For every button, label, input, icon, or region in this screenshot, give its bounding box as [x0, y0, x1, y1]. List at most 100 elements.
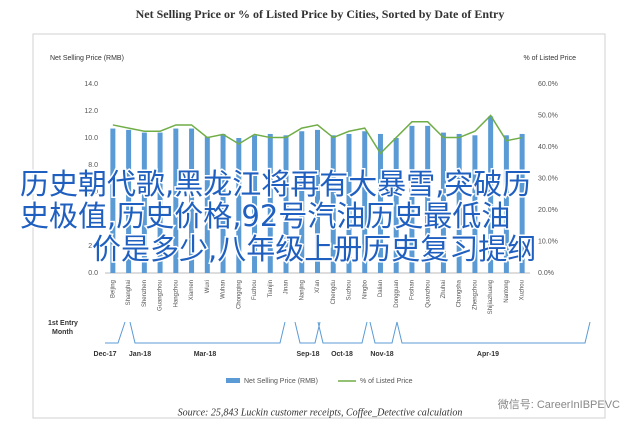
- legend-label: Net Selling Price (RMB): [244, 378, 318, 385]
- y2-tick-label: 20.0%: [538, 207, 558, 214]
- timeline-month: Sep-18: [297, 351, 320, 358]
- y-tick-label: 6.0: [88, 189, 98, 196]
- x-tick-label: Jinan: [284, 280, 290, 294]
- bar: [346, 133, 352, 273]
- x-tick-label: Ningbo: [362, 279, 368, 299]
- x-tick-label: Shenzhen: [142, 280, 148, 307]
- x-tick-label: Tianjin: [268, 280, 274, 297]
- bar: [204, 136, 210, 273]
- bracket: [317, 321, 368, 344]
- y2-tick-label: 50.0%: [538, 112, 558, 119]
- x-tick-label: Xuzhou: [520, 280, 526, 300]
- x-tick-label: Chongqing: [236, 280, 242, 309]
- x-tick-label: Zhengzhou: [472, 280, 478, 310]
- x-tick-label: Fuzhou: [252, 280, 258, 300]
- bar: [267, 133, 273, 273]
- y-axis-label: Net Selling Price (RMB): [50, 55, 124, 62]
- timeline-month: Oct-18: [331, 351, 353, 358]
- bar: [220, 133, 226, 273]
- bracket: [294, 321, 321, 344]
- legend-swatch: [226, 378, 240, 383]
- bracket: [396, 321, 591, 344]
- y-tick-label: 0.0: [88, 270, 98, 277]
- bar: [126, 129, 132, 273]
- y-tick-label: 2.0: [88, 243, 98, 250]
- bar: [409, 125, 415, 273]
- y-tick-label: 10.0: [84, 135, 98, 142]
- x-tick-label: Shijiazhuang: [488, 280, 494, 314]
- source-note: Source: 25,843 Luckin customer receipts,…: [178, 407, 463, 418]
- bar: [157, 132, 163, 273]
- bracket: [105, 321, 126, 344]
- bar: [141, 132, 147, 273]
- bar: [283, 135, 289, 273]
- timeline-month: Mar-18: [194, 351, 217, 358]
- timeline-title: 1st Entry: [48, 320, 78, 327]
- overlay-line: 价是多少,八年级上册历史复习提纲: [92, 232, 536, 266]
- y-tick-label: 12.0: [84, 108, 98, 115]
- x-tick-label: Guangzhou: [158, 280, 164, 311]
- y2-tick-label: 0.0%: [538, 270, 554, 277]
- x-tick-label: Wuhan: [221, 280, 227, 299]
- y2-tick-label: 30.0%: [538, 175, 558, 182]
- y2-tick-label: 60.0%: [538, 81, 558, 88]
- bar: [472, 135, 478, 273]
- x-tick-label: Changsha: [457, 279, 463, 307]
- x-tick-label: Chengdu: [331, 280, 337, 304]
- bar: [425, 125, 431, 273]
- y-tick-label: 8.0: [88, 162, 98, 169]
- x-tick-label: Xi'an: [315, 280, 321, 293]
- bar: [330, 135, 336, 273]
- x-tick-label: Foshan: [410, 280, 416, 300]
- chart-title: Net Selling Price or % of Listed Price b…: [136, 7, 505, 21]
- x-tick-label: Xiamen: [189, 280, 195, 300]
- x-tick-label: Zhuhai: [441, 280, 447, 298]
- x-tick-label: Dalian: [378, 280, 384, 297]
- bracket: [129, 321, 286, 344]
- bar: [519, 133, 525, 273]
- overlay-line: 史极值,历史价格,92号汽油历史最低油: [20, 199, 510, 233]
- bar: [456, 133, 462, 273]
- bar: [362, 131, 368, 273]
- bar: [393, 138, 399, 273]
- y-tick-label: 4.0: [88, 216, 98, 223]
- bar: [440, 132, 446, 273]
- y-tick-label: 14.0: [84, 81, 98, 88]
- overlay-text: 历史朝代歌,黑龙江将再有大暴雪,突破历 史极值,历史价格,92号汽油历史最低油 …: [19, 166, 538, 268]
- bar: [173, 128, 179, 273]
- timeline-month: Jan-18: [129, 351, 151, 358]
- timeline-month: Dec-17: [94, 351, 117, 358]
- timeline-brackets: [105, 321, 591, 344]
- x-tick-label: Nantong: [504, 280, 510, 303]
- bar: [189, 128, 195, 273]
- line: [112, 114, 523, 155]
- bar: [315, 129, 320, 273]
- bar: [503, 135, 509, 273]
- bracket: [369, 321, 398, 344]
- bar: [299, 131, 305, 273]
- y2-axis-label: % of Listed Price: [523, 55, 576, 62]
- y2-tick-label: 40.0%: [538, 144, 558, 151]
- x-tick-label: Shanghai: [126, 280, 132, 305]
- x-tick-label: Dongguan: [394, 280, 400, 308]
- x-tick-label: Nanjing: [299, 280, 305, 300]
- bar: [488, 116, 494, 274]
- watermark: 微信号: CareerInIBPEVC: [498, 397, 620, 411]
- timeline-month: Apr-19: [477, 351, 499, 358]
- timeline-title: Month: [52, 329, 73, 336]
- x-tick-label: Quanzhou: [425, 280, 431, 308]
- bar: [377, 133, 383, 273]
- timeline-month: Nov-18: [370, 351, 393, 358]
- x-tick-label: Beijing: [110, 280, 116, 298]
- legend-label: % of Listed Price: [360, 378, 413, 385]
- bar: [252, 135, 258, 273]
- x-tick-label: Hangzhou: [173, 280, 179, 307]
- y2-tick-label: 10.0%: [538, 238, 558, 245]
- bar: [110, 128, 116, 273]
- x-tick-label: Suzhou: [347, 280, 353, 300]
- bar: [236, 138, 242, 273]
- x-tick-label: Wuxi: [205, 280, 211, 293]
- overlay-line: 历史朝代歌,黑龙江将再有大暴雪,突破历: [20, 167, 531, 201]
